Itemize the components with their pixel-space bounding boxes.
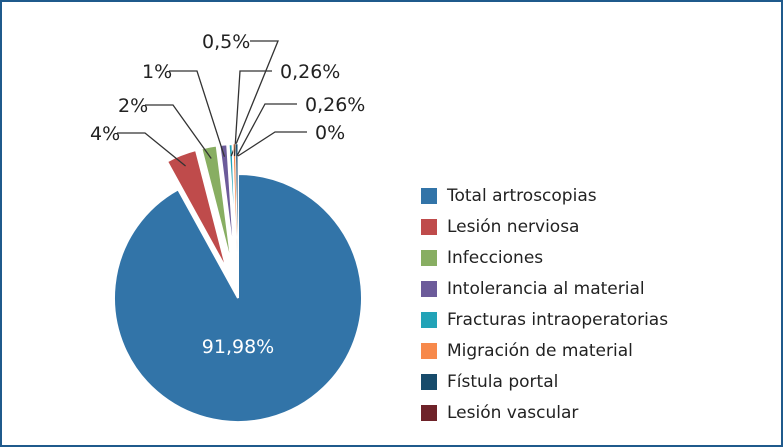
pie-slice-2 [200, 144, 234, 269]
legend-swatch [421, 373, 437, 390]
legend-item: Infecciones [421, 242, 668, 273]
leader-line [230, 40, 279, 157]
leader-line [233, 70, 272, 157]
leader-line [117, 132, 186, 167]
pie-slice-4 [227, 143, 238, 269]
legend-label: Lesión nerviosa [447, 216, 580, 237]
legend-label: Lesión vascular [447, 402, 579, 423]
legend-label: Migración de material [447, 340, 633, 361]
legend-label: Infecciones [447, 247, 544, 268]
data-label: 1% [142, 61, 172, 83]
leader-line [237, 131, 307, 157]
data-label: 0,26% [305, 94, 365, 116]
legend-item: Total artroscopias [421, 180, 668, 211]
legend-swatch [421, 342, 437, 359]
data-label: 0% [315, 122, 345, 144]
legend-swatch [421, 218, 437, 235]
leader-line [236, 103, 297, 157]
leader-line [169, 70, 226, 157]
legend-swatch [421, 187, 437, 204]
legend-label: Intolerancia al material [447, 278, 645, 299]
data-label: 2% [118, 95, 148, 117]
leader-line [145, 104, 212, 159]
pie-slice-3 [218, 143, 237, 269]
pie-slice-1 [165, 148, 228, 271]
data-label: 4% [90, 123, 120, 145]
legend-label: Fístula portal [447, 371, 559, 392]
data-label: 0,26% [280, 61, 340, 83]
legend-swatch [421, 404, 437, 421]
pie-slice-0 [113, 172, 363, 423]
legend-label: Total artroscopias [447, 185, 597, 206]
legend-item: Lesión nerviosa [421, 211, 668, 242]
legend-item: Lesión vascular [421, 397, 668, 428]
legend-item: Migración de material [421, 335, 668, 366]
legend-item: Fracturas intraoperatorias [421, 304, 668, 335]
legend-item: Fístula portal [421, 366, 668, 397]
legend: Total artroscopias Lesión nerviosa Infecci… [421, 180, 668, 428]
data-label: 91,98% [202, 336, 274, 358]
legend-swatch [421, 311, 437, 328]
legend-swatch [421, 249, 437, 266]
legend-swatch [421, 280, 437, 297]
pie-slice-6 [235, 143, 239, 269]
legend-item: Intolerancia al material [421, 273, 668, 304]
legend-label: Fracturas intraoperatorias [447, 309, 669, 330]
data-label: 0,5% [202, 31, 250, 53]
